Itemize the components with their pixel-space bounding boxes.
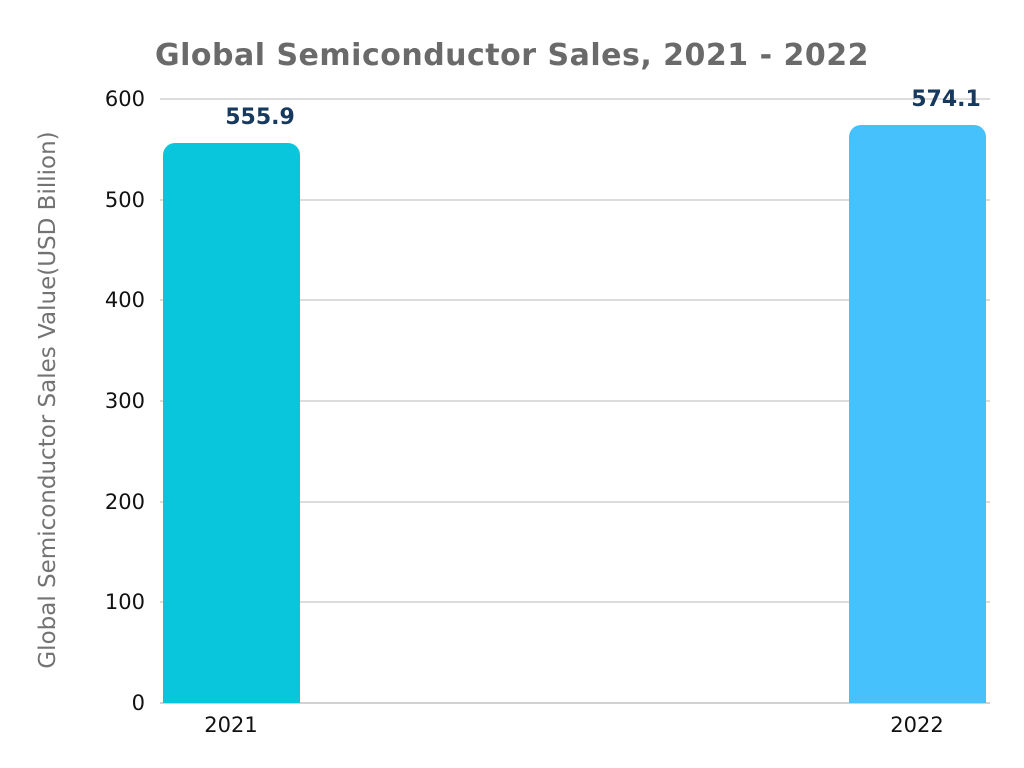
y-tick-label-400: 400 — [104, 288, 145, 313]
bar-2022 — [848, 125, 986, 703]
y-tick-label-200: 200 — [104, 489, 145, 514]
x-tick-label-2022: 2022 — [890, 713, 944, 737]
bar-2021 — [162, 143, 300, 703]
x-tick-label-2021: 2021 — [204, 713, 258, 737]
bar-value-label-2022: 574.1 — [911, 87, 981, 113]
bar-value-label-2021: 555.9 — [225, 105, 295, 131]
y-tick-label-500: 500 — [104, 187, 145, 212]
gridline-y-100 — [160, 601, 990, 604]
gridline-y-200 — [160, 500, 990, 503]
gridline-y-400 — [160, 299, 990, 302]
chart-title: Global Semiconductor Sales, 2021 - 2022 — [154, 38, 870, 73]
gridline-y-300 — [160, 400, 990, 402]
gridline-y-600 — [160, 98, 990, 100]
y-tick-label-600: 600 — [104, 87, 145, 111]
gridline-y-500 — [160, 198, 990, 201]
x-axis-baseline — [160, 702, 990, 704]
y-tick-label-300: 300 — [104, 389, 145, 413]
y-tick-label-0: 0 — [131, 691, 145, 715]
y-tick-label-100: 100 — [104, 590, 145, 615]
